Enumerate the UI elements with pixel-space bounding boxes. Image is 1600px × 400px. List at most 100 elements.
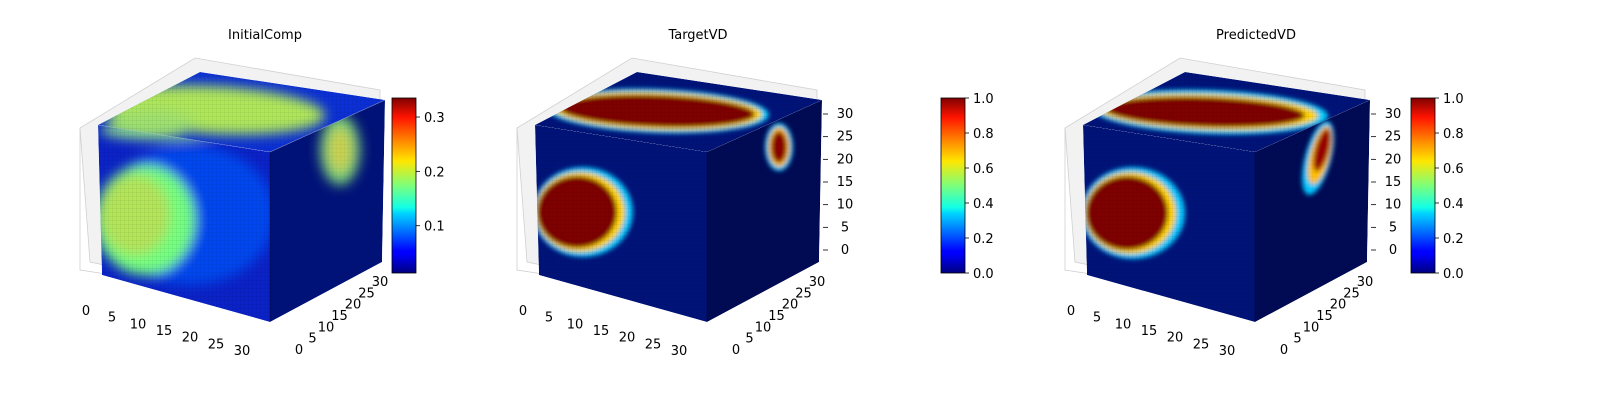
colorbar-tick-label: 0.1 — [424, 220, 445, 235]
chart-title: PredictedVD — [1216, 28, 1296, 43]
y-tick-label: 0 — [1280, 343, 1288, 358]
colorbar-tick-label: 0.6 — [1443, 162, 1464, 177]
x-tick-label: 30 — [1219, 344, 1236, 359]
colorbar-tick-label: 1.0 — [973, 92, 994, 107]
cube-side-face — [707, 100, 822, 322]
z-tick-label: 20 — [837, 152, 854, 167]
z-tick-label: 0 — [1389, 243, 1397, 258]
cube-front-face — [98, 125, 270, 322]
colorbar: 0.0 0.2 0.4 0.6 0.8 1.0 — [940, 92, 994, 282]
y-tick-label: 20 — [345, 298, 362, 313]
panel-targetvd: TargetVD — [516, 28, 994, 359]
colorbar-tick-label: 0.8 — [973, 127, 994, 142]
colorbar-gradient — [391, 97, 417, 274]
x-axis-ticks: 0 5 10 15 20 25 30 — [82, 304, 250, 359]
y-tick-label: 15 — [768, 309, 785, 324]
y-tick-label: 0 — [295, 343, 303, 358]
panel-predictedvd: PredictedVD — [1064, 28, 1464, 359]
x-tick-label: 10 — [1115, 317, 1132, 332]
cube-side-face — [1255, 100, 1370, 322]
y-tick-label: 5 — [308, 332, 316, 347]
z-tick-label: 25 — [1385, 130, 1402, 145]
y-tick-label: 25 — [795, 286, 812, 301]
colorbar-tick-label: 0.4 — [973, 197, 994, 212]
z-tick-label: 15 — [1385, 175, 1402, 190]
z-tick-label: 5 — [1389, 220, 1397, 235]
x-tick-label: 15 — [593, 324, 610, 339]
x-tick-label: 30 — [234, 344, 251, 359]
y-tick-label: 15 — [331, 309, 348, 324]
y-tick-label: 25 — [1343, 286, 1360, 301]
x-tick-label: 5 — [545, 311, 553, 326]
colorbar-ticks: 0.0 0.2 0.4 0.6 0.8 1.0 — [965, 92, 994, 282]
colorbar-tick-label: 0.4 — [1443, 197, 1464, 212]
y-tick-label: 10 — [1303, 320, 1320, 335]
y-tick-label: 30 — [1357, 275, 1374, 290]
panel-initialcomp: InitialComp — [79, 28, 445, 359]
z-tick-label: 0 — [841, 243, 849, 258]
x-tick-label: 0 — [519, 304, 527, 319]
cube-top-face — [535, 72, 822, 152]
x-axis-ticks: 0 5 10 15 20 25 30 — [1067, 304, 1235, 359]
cube-top-face — [1083, 72, 1370, 152]
x-tick-label: 20 — [182, 331, 199, 346]
cube-front-face — [535, 125, 707, 322]
x-tick-label: 25 — [645, 337, 662, 352]
colorbar-tick-label: 0.6 — [973, 162, 994, 177]
colorbar-tick-label: 1.0 — [1443, 92, 1464, 107]
z-axis-ticks: 0 5 10 15 20 25 30 — [823, 107, 853, 258]
x-axis-ticks: 0 5 10 15 20 25 30 — [519, 304, 687, 359]
x-tick-label: 5 — [108, 311, 116, 326]
colorbar-ticks: 0.0 0.2 0.4 0.6 0.8 1.0 — [1435, 92, 1464, 282]
x-tick-label: 20 — [619, 331, 636, 346]
z-tick-label: 5 — [841, 220, 849, 235]
colorbar-tick-label: 0.2 — [424, 165, 445, 180]
y-tick-label: 20 — [782, 298, 799, 313]
chart-title: TargetVD — [667, 28, 727, 43]
x-tick-label: 10 — [130, 317, 147, 332]
x-tick-label: 20 — [1167, 331, 1184, 346]
x-tick-label: 25 — [208, 337, 225, 352]
z-tick-label: 15 — [837, 175, 854, 190]
colorbar: 0.0 0.2 0.4 0.6 0.8 1.0 — [1410, 92, 1464, 282]
cube-front-face — [1083, 125, 1255, 322]
x-tick-label: 0 — [1067, 304, 1075, 319]
chart-title: InitialComp — [228, 28, 302, 43]
x-tick-label: 25 — [1193, 337, 1210, 352]
y-tick-label: 20 — [1330, 298, 1347, 313]
z-tick-label: 10 — [1385, 198, 1402, 213]
y-tick-label: 10 — [318, 320, 335, 335]
x-tick-label: 0 — [82, 304, 90, 319]
colorbar-tick-label: 0.0 — [1443, 267, 1464, 282]
z-tick-label: 30 — [837, 107, 854, 122]
colorbar-gradient — [940, 97, 966, 274]
y-tick-label: 30 — [809, 275, 826, 290]
y-tick-label: 0 — [732, 343, 740, 358]
x-tick-label: 15 — [156, 324, 173, 339]
y-tick-label: 5 — [1293, 332, 1301, 347]
z-tick-label: 30 — [1385, 107, 1402, 122]
colorbar-tick-label: 0.3 — [424, 111, 445, 126]
y-tick-label: 30 — [372, 275, 389, 290]
colorbar-ticks: 0.1 0.2 0.3 — [416, 111, 445, 235]
colorbar: 0.1 0.2 0.3 — [391, 97, 445, 274]
cube-voxels — [97, 72, 386, 322]
cube-voxels — [535, 72, 822, 322]
cube-top-face — [98, 72, 385, 152]
colorbar-tick-label: 0.0 — [973, 267, 994, 282]
colorbar-tick-label: 0.8 — [1443, 127, 1464, 142]
colorbar-gradient — [1410, 97, 1436, 274]
z-tick-label: 10 — [837, 198, 854, 213]
cube-side-face — [270, 100, 385, 322]
x-tick-label: 30 — [671, 344, 688, 359]
colorbar-tick-label: 0.2 — [1443, 232, 1464, 247]
y-tick-label: 5 — [745, 332, 753, 347]
y-tick-label: 25 — [358, 286, 375, 301]
y-tick-label: 15 — [1316, 309, 1333, 324]
x-tick-label: 10 — [567, 317, 584, 332]
x-tick-label: 15 — [1141, 324, 1158, 339]
